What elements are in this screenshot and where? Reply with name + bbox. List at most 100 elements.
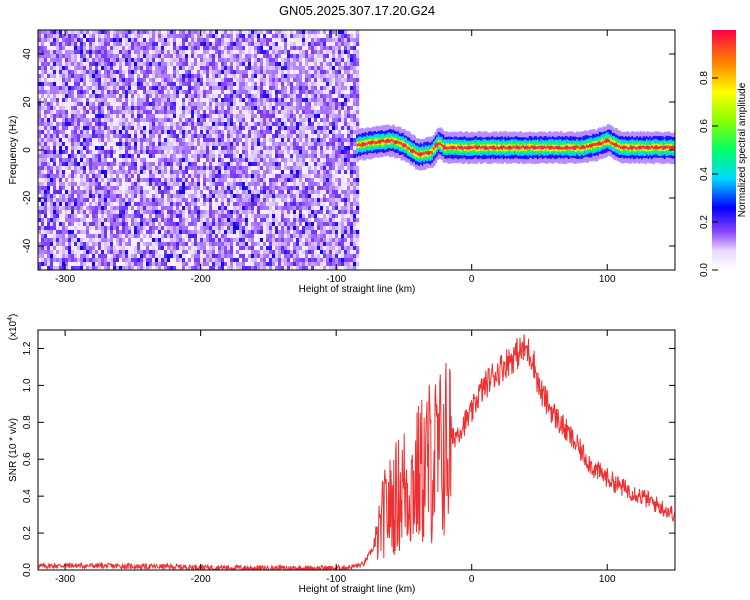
heatmap-cell [191,114,195,119]
heatmap-cell [284,210,288,215]
heatmap-cell [167,162,171,167]
heatmap-cell [182,214,186,219]
heatmap-cell [134,174,138,179]
heatmap-cell [95,90,99,95]
heatmap-cell [251,134,255,139]
heatmap-cell [230,110,234,115]
heatmap-cell [41,206,45,211]
heatmap-cell [128,134,132,139]
heatmap-cell [44,46,48,51]
heatmap-cell [134,54,138,59]
heatmap-cell [197,182,201,187]
heatmap-cell [179,198,183,203]
heatmap-cell [122,74,126,79]
heatmap-cell [110,102,114,107]
heatmap-cell [113,134,117,139]
heatmap-cell [110,90,114,95]
heatmap-cell [74,194,78,199]
heatmap-cell [179,130,183,135]
heatmap-cell [194,186,198,191]
heatmap-cell [179,142,183,147]
heatmap-cell [242,154,246,159]
heatmap-cell [86,134,90,139]
heatmap-cell [125,86,129,91]
heatmap-cell [176,190,180,195]
heatmap-cell [194,250,198,255]
heatmap-cell [98,254,102,259]
heatmap-cell [104,258,108,263]
heatmap-cell [92,130,96,135]
heatmap-cell [125,226,129,231]
heatmap-cell [53,54,57,59]
heatmap-cell [164,34,168,39]
heatmap-cell [80,34,84,39]
heatmap-cell [200,222,204,227]
heatmap-cell [83,210,87,215]
heatmap-cell [128,182,132,187]
heatmap-cell [257,82,261,87]
heatmap-cell [38,226,42,231]
heatmap-cell [146,170,150,175]
heatmap-cell [185,34,189,39]
heatmap-cell [140,102,144,107]
heatmap-cell [266,250,270,255]
heatmap-cell [185,102,189,107]
heatmap-cell [263,178,267,183]
heatmap-cell [86,30,90,35]
heatmap-cell [128,162,132,167]
heatmap-cell [275,206,279,211]
heatmap-cell [146,98,150,103]
heatmap-cell [227,122,231,127]
heatmap-cell [179,210,183,215]
heatmap-cell [146,174,150,179]
heatmap-cell [242,138,246,143]
heatmap-cell [71,202,75,207]
heatmap-cell [101,246,105,251]
heatmap-cell [95,118,99,123]
heatmap-cell [161,242,165,247]
heatmap-cell [95,218,99,223]
heatmap-cell [230,266,234,270]
heatmap-cell [38,86,42,91]
heatmap-cell [218,38,222,43]
heatmap-cell [194,86,198,91]
heatmap-cell [209,74,213,79]
heatmap-cell [137,182,141,187]
heatmap-cell [89,62,93,67]
heatmap-cell [41,122,45,127]
heatmap-cell [38,58,42,63]
heatmap-cell [71,246,75,251]
heatmap-cell [86,38,90,43]
heatmap-cell [254,218,258,223]
heatmap-cell [251,122,255,127]
heatmap-cell [233,150,237,155]
heatmap-cell [80,142,84,147]
heatmap-cell [50,126,54,131]
heatmap-cell [125,162,129,167]
heatmap-cell [140,50,144,55]
heatmap-cell [68,218,72,223]
heatmap-cell [260,54,264,59]
heatmap-cell [224,194,228,199]
heatmap-cell [284,206,288,211]
heatmap-cell [266,90,270,95]
heatmap-cell [221,230,225,235]
heatmap-cell [242,114,246,119]
heatmap-cell [53,42,57,47]
heatmap-cell [254,58,258,63]
heatmap-cell [170,98,174,103]
heatmap-cell [212,246,216,251]
heatmap-cell [53,242,57,247]
heatmap-cell [191,78,195,83]
heatmap-cell [230,38,234,43]
heatmap-cell [77,206,81,211]
heatmap-cell [245,230,249,235]
heatmap-cell [266,162,270,167]
heatmap-cell [188,190,192,195]
heatmap-cell [80,190,84,195]
heatmap-cell [134,198,138,203]
heatmap-cell [218,162,222,167]
heatmap-cell [89,210,93,215]
heatmap-cell [80,218,84,223]
heatmap-cell [71,234,75,239]
